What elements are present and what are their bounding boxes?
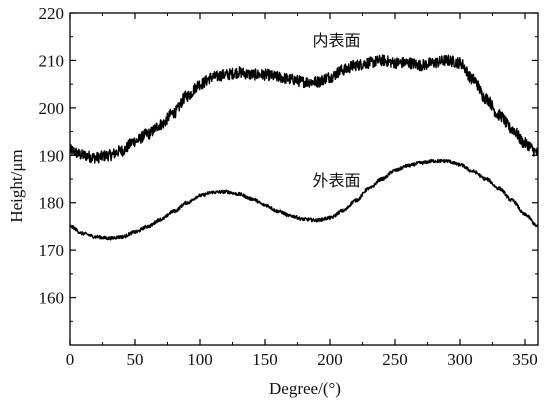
y-tick-label: 200 [39, 99, 65, 118]
x-tick-label: 0 [66, 350, 75, 369]
y-tick-label: 220 [39, 4, 65, 23]
series-label-0: 内表面 [312, 31, 360, 50]
plot-frame [69, 12, 539, 346]
x-tick-label: 200 [317, 350, 343, 369]
x-axis-title: Degree/(°) [269, 379, 341, 398]
x-tick-label: 100 [187, 350, 213, 369]
series-line-1 [69, 158, 539, 241]
y-tick-label: 180 [39, 194, 65, 213]
x-tick-label: 50 [127, 350, 144, 369]
x-tick-label: 250 [382, 350, 408, 369]
y-tick-label: 170 [39, 241, 65, 260]
y-tick-label: 210 [39, 51, 65, 70]
y-tick-label: 160 [39, 289, 65, 308]
x-tick-label: 300 [447, 350, 473, 369]
x-tick-label: 350 [512, 350, 538, 369]
x-tick-label: 150 [252, 350, 278, 369]
y-axis-title: Height/μm [7, 149, 26, 222]
series-label-1: 外表面 [312, 171, 360, 190]
y-tick-label: 190 [39, 146, 65, 165]
series-layer [69, 54, 539, 241]
axes-layer: 0 50 100 150 200 250 300 350 160 170 180 190 200 210 2… [39, 4, 539, 369]
series-line-0 [69, 54, 539, 164]
